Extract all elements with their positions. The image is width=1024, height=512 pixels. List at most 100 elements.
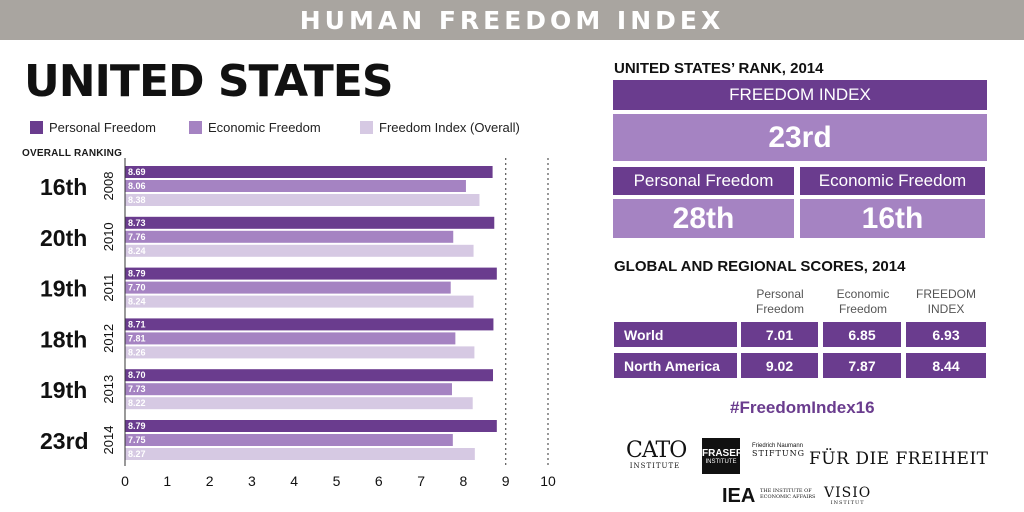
naumann-logo-stiftung: STIFTUNG [752, 449, 805, 458]
bar-2008-0 [125, 166, 493, 178]
scores-na-economic: 7.87 [823, 353, 901, 378]
x-tick-label: 0 [121, 473, 129, 489]
bar-2014-2 [125, 448, 475, 460]
bar-value-label: 8.73 [128, 218, 146, 228]
bar-value-label: 8.69 [128, 167, 146, 177]
scores-col-economic: Economic Freedom [823, 287, 903, 317]
bar-value-label: 8.79 [128, 269, 146, 279]
year-label: 2013 [101, 375, 116, 404]
year-label: 2010 [101, 222, 116, 251]
bar-2011-1 [125, 281, 451, 294]
year-label: 2011 [101, 274, 116, 302]
iea-logo: IEA [722, 485, 756, 507]
hashtag: #FreedomIndex16 [730, 398, 875, 417]
year-label: 2014 [101, 426, 116, 455]
bar-value-label: 8.38 [128, 195, 146, 205]
x-tick-label: 6 [375, 473, 383, 489]
bar-value-label: 8.06 [128, 181, 146, 191]
bar-2014-0 [125, 420, 497, 432]
bar-2013-2 [125, 397, 473, 410]
scores-col-personal: Personal Freedom [740, 287, 820, 317]
naumann-logo-main: FÜR DIE FREIHEIT [809, 449, 989, 469]
scores-col-personal-line1: Personal [756, 287, 804, 301]
bar-2013-1 [125, 383, 452, 396]
cato-logo: CATO INSTITUTE [626, 438, 687, 471]
rank-label: 23rd [40, 428, 89, 454]
rank-label: 20th [40, 225, 87, 251]
scores-world-economic: 6.85 [823, 322, 901, 347]
legend-overall: Freedom Index (Overall) [360, 119, 520, 135]
scores-col-economic-line1: Economic [836, 287, 890, 301]
rank-label: 16th [40, 174, 87, 200]
economic-freedom-label: Economic Freedom [818, 171, 967, 190]
x-tick-label: 1 [163, 473, 171, 489]
bar-value-label: 8.79 [128, 421, 146, 431]
x-tick-label: 7 [417, 473, 425, 489]
overall-ranking-caption: OVERALL RANKING [22, 148, 123, 159]
bar-2012-0 [125, 318, 494, 331]
personal-freedom-label: Personal Freedom [633, 171, 774, 190]
rank-label: 19th [40, 276, 87, 302]
year-label: 2008 [101, 172, 116, 201]
economic-freedom-rank-box: 16th [800, 199, 985, 238]
scores-panel-title: GLOBAL AND REGIONAL SCORES, 2014 [614, 258, 906, 275]
cato-logo-sub: INSTITUTE [629, 462, 681, 470]
bar-2014-1 [125, 434, 453, 446]
x-tick-label: 4 [290, 473, 298, 489]
personal-freedom-header: Personal Freedom [613, 167, 794, 195]
legend-personal: Personal Freedom [30, 119, 156, 135]
personal-freedom-rank: 28th [672, 201, 735, 235]
naumann-logo-small: Friedrich Naumann [752, 443, 804, 449]
year-label: 2012 [101, 324, 116, 353]
legend-swatch-personal [30, 120, 43, 134]
fraser-logo: FRASER INSTITUTE [702, 438, 744, 474]
freedom-index-rank-box: 23rd [613, 114, 987, 161]
x-tick-label: 3 [248, 473, 256, 489]
bar-value-label: 8.24 [128, 297, 146, 307]
legend-economic: Economic Freedom [189, 119, 321, 135]
scores-na-index: 8.44 [906, 353, 986, 378]
x-tick-label: 10 [540, 473, 556, 489]
freedom-index-header: FREEDOM INDEX [613, 80, 987, 110]
economic-freedom-header: Economic Freedom [800, 167, 985, 195]
bar-2008-1 [125, 180, 466, 192]
legend-swatch-overall [360, 120, 373, 134]
visio-logo-sub: INSTITUT [830, 500, 865, 506]
scores-col-index: FREEDOM INDEX [906, 287, 986, 317]
bar-2010-1 [125, 230, 454, 243]
x-tick-label: 2 [206, 473, 214, 489]
bar-2011-0 [125, 267, 497, 280]
visio-logo: VISIO INSTITUT [824, 486, 871, 506]
bar-2010-0 [125, 216, 495, 229]
fraser-logo-sub: INSTITUTE [705, 459, 737, 465]
bar-value-label: 8.26 [128, 347, 146, 357]
scores-world-personal: 7.01 [741, 322, 818, 347]
bar-2008-2 [125, 194, 480, 206]
legend-label-economic: Economic Freedom [208, 119, 321, 135]
scores-row-world-label: World [614, 322, 737, 347]
bar-value-label: 8.70 [128, 370, 146, 380]
rank-label: 19th [40, 377, 87, 403]
bar-value-label: 8.71 [128, 319, 146, 329]
economic-freedom-rank: 16th [861, 201, 924, 235]
naumann-logo: Friedrich Naumann STIFTUNG [752, 443, 805, 458]
legend-label-overall: Freedom Index (Overall) [379, 119, 520, 135]
x-tick-label: 9 [502, 473, 510, 489]
scores-na-personal: 9.02 [741, 353, 818, 378]
fraser-logo-name: FRASER [702, 448, 744, 459]
bar-value-label: 8.22 [128, 398, 146, 408]
country-title: UNITED STATES [24, 56, 394, 107]
cato-logo-name: CATO [626, 438, 687, 463]
x-tick-label: 8 [460, 473, 468, 489]
banner-title: HUMAN FREEDOM INDEX [299, 5, 725, 35]
bar-value-label: 8.24 [128, 246, 146, 256]
scores-col-personal-line2: Freedom [755, 302, 805, 316]
legend-label-personal: Personal Freedom [49, 119, 156, 135]
scores-row-na-label: North America [614, 353, 737, 378]
bar-2012-2 [125, 346, 475, 359]
bar-2011-2 [125, 295, 474, 308]
freedom-index-rank: 23rd [768, 120, 832, 154]
bar-2012-1 [125, 332, 456, 345]
scores-col-index-line1: FREEDOM [916, 287, 976, 301]
rank-panel-title: UNITED STATES’ RANK, 2014 [614, 60, 824, 77]
